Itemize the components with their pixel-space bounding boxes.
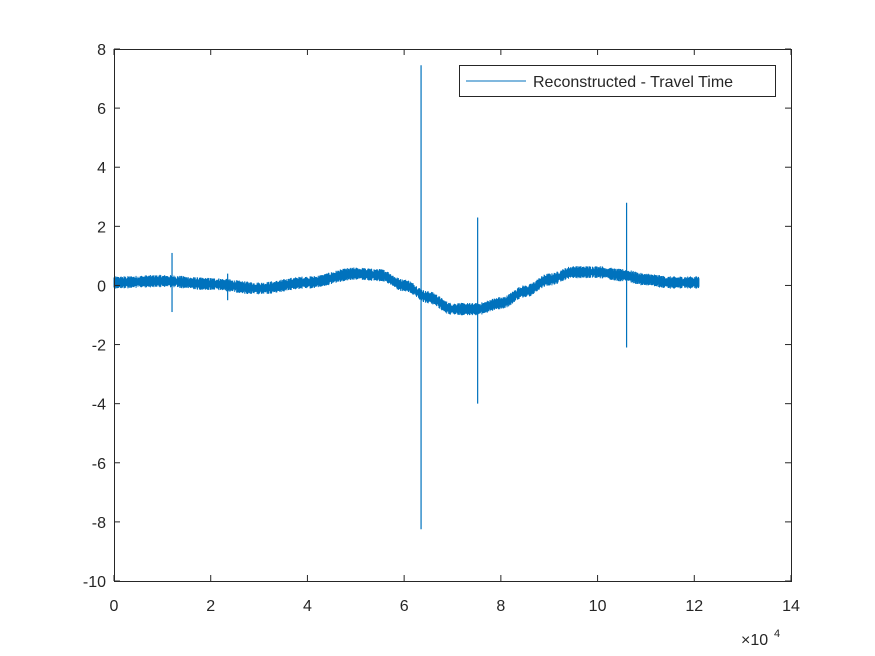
y-tick-label: 8 — [97, 42, 106, 59]
x-tick-label: 4 — [303, 598, 312, 615]
y-tick-label: -2 — [92, 338, 106, 355]
y-tick-label: -6 — [92, 456, 106, 473]
y-tick-label: 0 — [97, 278, 106, 295]
x-tick-label: 8 — [496, 598, 505, 615]
legend: Reconstructed - Travel Time — [459, 65, 776, 97]
y-tick-label: -10 — [83, 574, 106, 591]
x-tick-label: 2 — [206, 598, 215, 615]
x-tick-label: 0 — [110, 598, 119, 615]
x-tick-label: 6 — [400, 598, 409, 615]
y-tick-label: -4 — [92, 397, 106, 414]
y-tick-label: 2 — [97, 219, 106, 236]
axes-box — [114, 49, 792, 582]
x-exponent-power: 4 — [774, 628, 780, 640]
series-line-reconstructed-travel-time — [113, 266, 700, 316]
x-tick-label: 10 — [589, 598, 607, 615]
x-exponent-base: ×10 — [741, 632, 768, 649]
x-tick-label: 14 — [782, 598, 800, 615]
plot-area — [114, 49, 791, 581]
y-tick-label: 6 — [97, 101, 106, 118]
series-layer — [113, 65, 700, 530]
y-tick-label: 4 — [97, 160, 106, 177]
y-tick-label: -8 — [92, 515, 106, 532]
y-axis: -10 -8 -6 -4 -2 0 2 4 6 8 — [83, 42, 791, 591]
legend-entry-label: Reconstructed - Travel Time — [533, 74, 733, 91]
x-tick-label: 12 — [685, 598, 703, 615]
x-exponent-label: ×10 4 — [741, 628, 780, 649]
x-axis: 0 2 4 6 8 10 12 14 — [110, 49, 800, 615]
